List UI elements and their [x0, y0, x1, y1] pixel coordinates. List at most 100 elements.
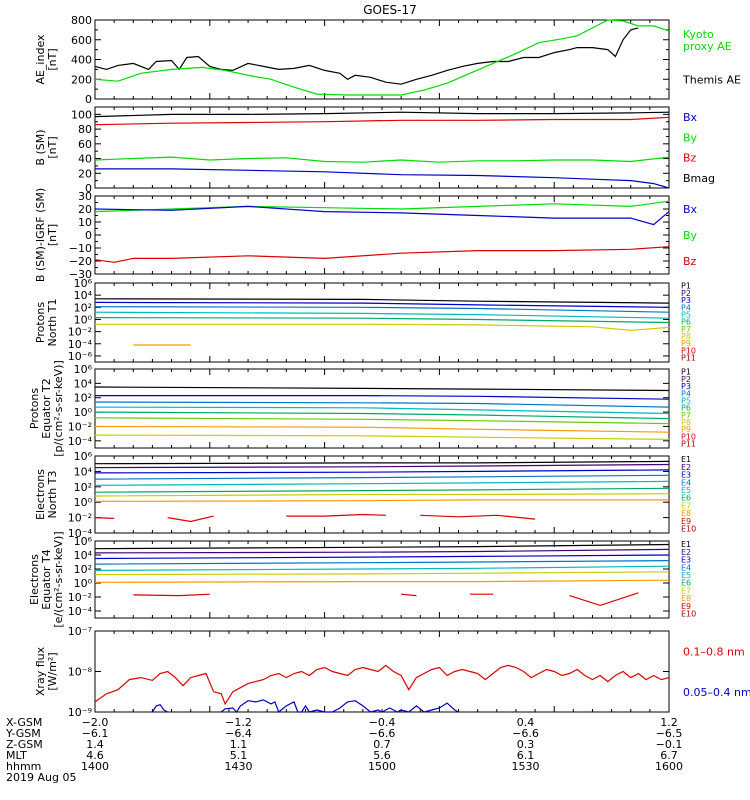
y-axis-label: B (SM)-IGRF (SM) [34, 188, 47, 282]
y-tick-label: 10⁻⁶ [68, 350, 93, 363]
series-line-11 [286, 513, 386, 517]
x-tick-label: 1.1 [230, 738, 248, 751]
series-line-7 [94, 579, 670, 583]
series-line-1 [94, 460, 670, 465]
legend-entry: P1 [681, 368, 691, 377]
y-tick-label: 20 [78, 203, 92, 216]
x-tick-label: 1530 [512, 760, 540, 773]
x-tick-label: 0.4 [517, 716, 535, 729]
y-axis-label: AE_index [34, 34, 47, 85]
y-tick-label: 10² [74, 481, 92, 494]
panel-frame [94, 19, 670, 100]
legend-entry: By [683, 131, 698, 144]
legend-entry: P4 [681, 303, 691, 312]
y-tick-label: −30 [69, 268, 92, 281]
legend-entry: P8 [681, 332, 691, 341]
y-tick-label: 10⁻² [68, 326, 92, 339]
legend-entry: P6 [681, 318, 691, 327]
legend-entry: E7 [681, 586, 691, 595]
series-line-4 [94, 559, 670, 565]
x-tick-label: −6.6 [512, 727, 539, 740]
panel-xr: 10⁻⁹ 10⁻⁸ 10⁻⁷ Xray flux [W/m²] 0.1–0.8 nm 0.0… [34, 625, 750, 719]
series-line-8 [94, 434, 670, 440]
y-axis-label: Protons [28, 388, 41, 429]
legend-entry: P4 [681, 389, 691, 398]
y-axis-label: Equator T4 [40, 549, 53, 609]
legend-entry: Bz [683, 255, 697, 268]
y-tick-label: 400 [71, 54, 92, 67]
y-tick-label: 10⁰ [74, 496, 93, 509]
y-tick-label: 10⁻² [68, 512, 92, 525]
y-tick-label: 10⁻⁷ [68, 625, 92, 638]
y-tick-label: 10⁴ [74, 377, 93, 390]
series-line-1 [94, 111, 670, 118]
legend-entry: E4 [681, 478, 691, 487]
x-row-label: MLT [6, 749, 27, 762]
x-tick-label: −0.4 [369, 716, 396, 729]
y-tick-label: 0 [85, 93, 92, 106]
legend-entry: E6 [681, 494, 691, 503]
legend-entry: P2 [681, 375, 691, 384]
series-line-4 [94, 474, 670, 480]
legend-entry: Bx [683, 203, 698, 216]
y-axis-label: North T3 [46, 471, 59, 519]
legend-entry: Themis AE [682, 73, 741, 86]
series-line-8 [133, 593, 210, 597]
series-line-5 [94, 411, 670, 420]
y-axis-label: Electrons [34, 469, 47, 520]
y-tick-label: 40 [78, 153, 92, 166]
x-tick-label: 1600 [655, 760, 683, 773]
series-line-3 [94, 401, 670, 408]
y-tick-label: 10² [74, 563, 92, 576]
series-line-4 [94, 406, 670, 415]
x-tick-label: 1.2 [660, 716, 678, 729]
legend-entry: E10 [681, 609, 696, 618]
y-tick-label: 10⁻⁴ [68, 435, 93, 448]
x-tick-label: 6.7 [660, 749, 678, 762]
y-tick-label: 20 [78, 167, 92, 180]
y-tick-label: 10⁶ [74, 363, 93, 376]
y-tick-label: 80 [78, 123, 92, 136]
x-tick-label: 1500 [368, 760, 396, 773]
series-line-8 [94, 499, 669, 502]
legend-entry: P5 [681, 396, 691, 405]
series-line-2 [94, 205, 670, 226]
legend-entry: P11 [681, 440, 696, 449]
series-line-5 [94, 565, 670, 572]
legend-entry: P2 [681, 289, 691, 298]
legend-entry: P7 [681, 411, 691, 420]
y-axis-label: [e/(cm²-s-sr-keV)] [52, 531, 65, 627]
legend-entry: P1 [681, 282, 691, 291]
legend-entry: 0.05–0.4 nm [683, 686, 750, 699]
series-line-3 [94, 246, 670, 263]
x-tick-label: −6.5 [656, 727, 683, 740]
series-line-1 [94, 543, 670, 550]
legend-entry: E3 [681, 471, 691, 480]
x-row-label: hhmm [6, 760, 41, 773]
legend-entry: E5 [681, 571, 691, 580]
y-tick-label: 30 [78, 190, 92, 203]
y-tick-label: 600 [71, 34, 92, 47]
series-line-2 [95, 395, 670, 400]
y-tick-label: 10⁻⁴ [68, 338, 93, 351]
legend-entry: Bmag [683, 172, 715, 185]
legend-entry: E3 [681, 556, 691, 565]
x-tick-label: 6.1 [517, 749, 535, 762]
series-line-12 [420, 514, 536, 520]
x-tick-label: 4.6 [86, 749, 104, 762]
x-tick-label: 0.7 [373, 738, 391, 751]
panel-frame [94, 195, 670, 275]
legend-entry: proxy AE [683, 40, 732, 53]
panel-frame [94, 282, 670, 363]
x-row-label: Z-GSM [6, 738, 43, 751]
x-row-label: X-GSM [6, 716, 42, 729]
y-tick-label: 10⁰ [74, 406, 93, 419]
y-tick-label: 10⁰ [74, 313, 93, 326]
legend-entry: By [683, 229, 698, 242]
